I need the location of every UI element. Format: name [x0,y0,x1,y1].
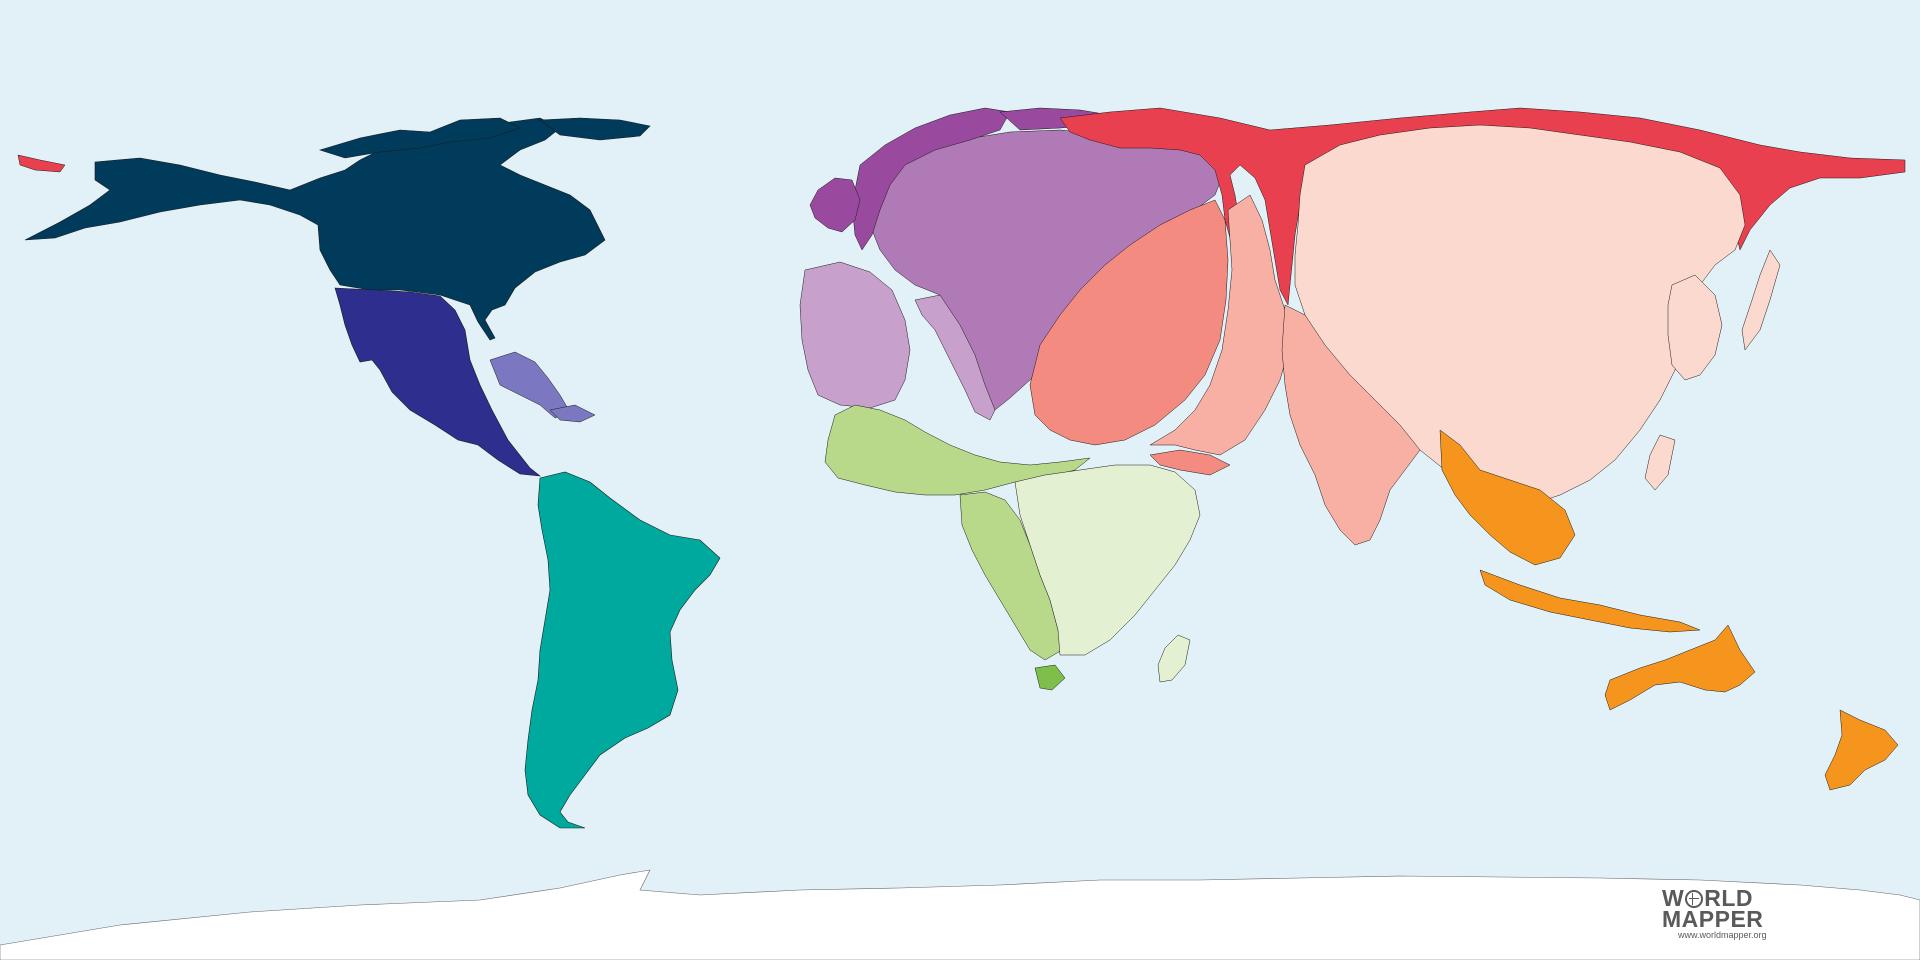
worldmapper-logo: W RLD MAPPER www.worldmapper.org [1662,885,1802,944]
land-indonesia [1479,569,1701,633]
globe-icon [1685,890,1704,908]
region-sub-saharan-africa [1014,464,1201,691]
land-antarctica [0,869,1920,960]
land-southeast-asia [1439,429,1576,566]
region-central-america [334,287,541,477]
region-southeast-asia-oceania [1439,429,1899,791]
land-western-europe [799,261,911,409]
land-sub-saharan-africa [1014,464,1201,656]
land-australia [1604,624,1756,711]
region-south-america [524,471,721,829]
land-nordic [851,107,1011,251]
land-middle-east [1029,199,1229,446]
land-china [1294,124,1746,506]
logo-url: www.worldmapper.org [1678,930,1767,940]
land-uk [809,177,861,233]
region-north-africa [824,404,1091,661]
land-south-africa-tip [1034,664,1066,691]
land-arctic-islands-2 [539,117,651,141]
land-arctic-islands [318,117,521,159]
land-taiwan [1644,434,1676,491]
land-mexico [334,287,541,477]
region-antarctica [0,869,1920,960]
land-alaska-tip [17,154,66,173]
region-western-europe [799,261,1001,421]
land-madagascar [1157,634,1191,683]
land-korea [1667,274,1723,381]
land-central-asia [1149,194,1291,456]
land-new-zealand [1824,709,1899,791]
land-north-africa [824,404,1091,496]
land-caribbean-islands-2 [549,404,596,423]
logo-wordmark-line2: MAPPER [1662,906,1764,932]
logo-wordmark-line1: W RLD [1662,885,1753,911]
region-caribbean [489,351,596,423]
land-japan [1741,249,1781,351]
region-north-america [24,117,651,341]
land-caucasus [1149,449,1231,476]
region-middle-east [1029,199,1231,476]
region-east-asia [1294,124,1781,506]
land-south-america [524,471,721,829]
